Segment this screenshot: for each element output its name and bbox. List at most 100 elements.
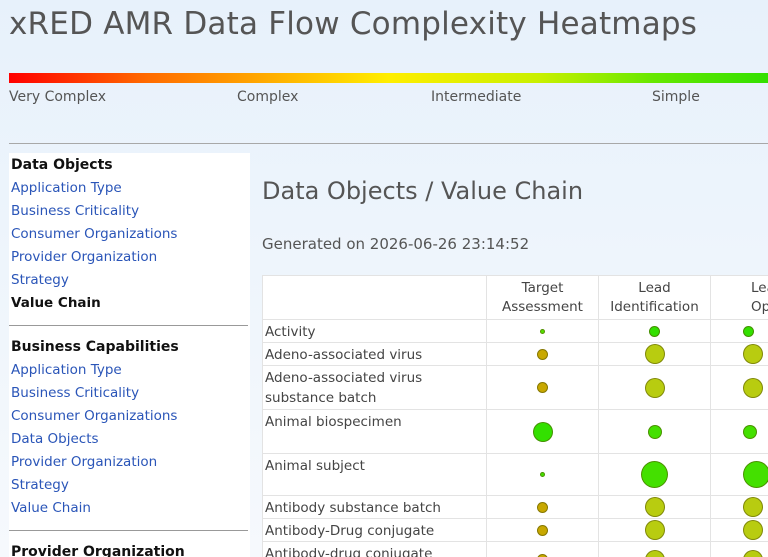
- sidebar-link[interactable]: Strategy: [11, 272, 69, 288]
- complexity-gradient-bar: [9, 73, 768, 83]
- heatmap-cell[interactable]: [710, 365, 768, 410]
- row-label: Adeno-associated virus: [262, 342, 487, 366]
- heatmap-cell[interactable]: [710, 541, 768, 557]
- complexity-dot: [540, 328, 545, 334]
- heatmap-cell[interactable]: [710, 319, 768, 343]
- complexity-dot: [743, 325, 754, 337]
- complexity-dot: [644, 377, 665, 398]
- heatmap-cell[interactable]: [598, 518, 711, 542]
- complexity-dot: [644, 520, 665, 540]
- sidebar-nav: Data Objects Application Type Business Cri…: [9, 153, 250, 557]
- column-header: Lead Optimization: [710, 275, 768, 320]
- complexity-dot: [644, 344, 665, 364]
- table-row: Antibody-drug conjugate: [262, 541, 768, 557]
- sidebar-section: Business Capabilities Application Type Bus…: [9, 335, 250, 520]
- complexity-dot: [641, 461, 668, 488]
- table-row: Adeno-associated virus substance batch: [262, 365, 768, 410]
- scale-label-intermediate: Intermediate: [431, 89, 522, 105]
- table-row: Antibody substance batch: [262, 495, 768, 519]
- sidebar-link[interactable]: Consumer Organizations: [11, 226, 178, 242]
- table-row: Activity: [262, 319, 768, 343]
- complexity-dot: [644, 549, 665, 557]
- heatmap-cell[interactable]: [710, 409, 768, 454]
- table-row: Animal subject: [262, 453, 768, 496]
- heatmap-cell[interactable]: [486, 365, 599, 410]
- heatmap-cell[interactable]: [598, 541, 711, 557]
- heatmap-cell[interactable]: [598, 495, 711, 519]
- sidebar-section-heading: Data Objects: [11, 157, 113, 173]
- sidebar-link[interactable]: Strategy: [11, 477, 69, 493]
- sidebar-link[interactable]: Business Criticality: [11, 385, 140, 401]
- sidebar-link[interactable]: Provider Organization: [11, 454, 158, 470]
- header-divider: [9, 143, 768, 144]
- heatmap-cell[interactable]: [710, 518, 768, 542]
- heatmap-cell[interactable]: [710, 453, 768, 496]
- heatmap-cell[interactable]: [486, 453, 599, 496]
- heatmap-cell[interactable]: [598, 409, 711, 454]
- complexity-dot: [540, 472, 545, 477]
- complexity-dot: [743, 520, 763, 540]
- complexity-dot: [743, 344, 763, 364]
- sidebar-link[interactable]: Application Type: [11, 362, 122, 378]
- sidebar-link[interactable]: Consumer Organizations: [11, 408, 178, 424]
- sidebar-link[interactable]: Provider Organization: [11, 249, 158, 265]
- table-row: Animal biospecimen: [262, 409, 768, 454]
- row-label: Antibody-drug conjugate: [262, 541, 487, 557]
- heatmap-cell[interactable]: [486, 319, 599, 343]
- scale-label-simple: Simple: [652, 89, 700, 105]
- complexity-dot: [647, 424, 662, 439]
- sidebar-section: Data Objects Application Type Business Cri…: [9, 153, 250, 315]
- sidebar-section: Provider Organization: [9, 540, 250, 557]
- complexity-dot: [743, 549, 763, 557]
- heatmap-cell[interactable]: [486, 518, 599, 542]
- row-label: Activity: [262, 319, 487, 343]
- heatmap-cell[interactable]: [710, 342, 768, 366]
- complexity-dot: [649, 325, 660, 337]
- heatmap-cell[interactable]: [486, 342, 599, 366]
- row-label: Adeno-associated virus substance batch: [262, 365, 487, 410]
- complexity-dot: [537, 501, 548, 513]
- sidebar-link[interactable]: Value Chain: [11, 500, 91, 516]
- row-label: Animal subject: [262, 453, 487, 496]
- scale-label-very-complex: Very Complex: [9, 89, 107, 105]
- complexity-dot: [537, 348, 548, 360]
- sidebar-link[interactable]: Data Objects: [11, 431, 99, 447]
- complexity-dot: [743, 497, 763, 517]
- table-row: Antibody-Drug conjugate: [262, 518, 768, 542]
- heatmap-cell[interactable]: [598, 319, 711, 343]
- table-row: Adeno-associated virus: [262, 342, 768, 366]
- main-heading: Data Objects / Value Chain: [262, 177, 584, 205]
- complexity-dot: [537, 382, 548, 393]
- row-label: Animal biospecimen: [262, 409, 487, 454]
- sidebar-divider: [9, 530, 248, 531]
- sidebar-divider: [9, 325, 248, 326]
- sidebar-link[interactable]: Business Criticality: [11, 203, 140, 219]
- complexity-dot: [743, 377, 763, 398]
- row-label: Antibody-Drug conjugate: [262, 518, 487, 542]
- generated-timestamp: Generated on 2026-06-26 23:14:52: [262, 235, 530, 253]
- complexity-dot: [537, 524, 548, 536]
- heatmap-cell[interactable]: [486, 541, 599, 557]
- heatmap-cell[interactable]: [486, 495, 599, 519]
- table-corner-cell: [262, 275, 487, 320]
- complexity-dot: [532, 421, 553, 442]
- column-header: Target Assessment: [486, 275, 599, 320]
- heatmap-cell[interactable]: [486, 409, 599, 454]
- heatmap-cell[interactable]: [598, 342, 711, 366]
- complexity-dot: [743, 424, 757, 439]
- sidebar-section-heading: Business Capabilities: [11, 339, 179, 355]
- heatmap-cell[interactable]: [598, 453, 711, 496]
- sidebar-section-heading: Provider Organization: [11, 544, 185, 557]
- page-title: xRED AMR Data Flow Complexity Heatmaps: [9, 6, 698, 42]
- complexity-dot: [743, 461, 768, 488]
- heatmap-cell[interactable]: [710, 495, 768, 519]
- scale-label-complex: Complex: [237, 89, 299, 105]
- heatmap-cell[interactable]: [598, 365, 711, 410]
- row-label: Antibody substance batch: [262, 495, 487, 519]
- sidebar-link: Value Chain: [11, 295, 101, 311]
- column-header: Lead Identification: [598, 275, 711, 320]
- complexity-dot: [644, 497, 665, 517]
- sidebar-link[interactable]: Application Type: [11, 180, 122, 196]
